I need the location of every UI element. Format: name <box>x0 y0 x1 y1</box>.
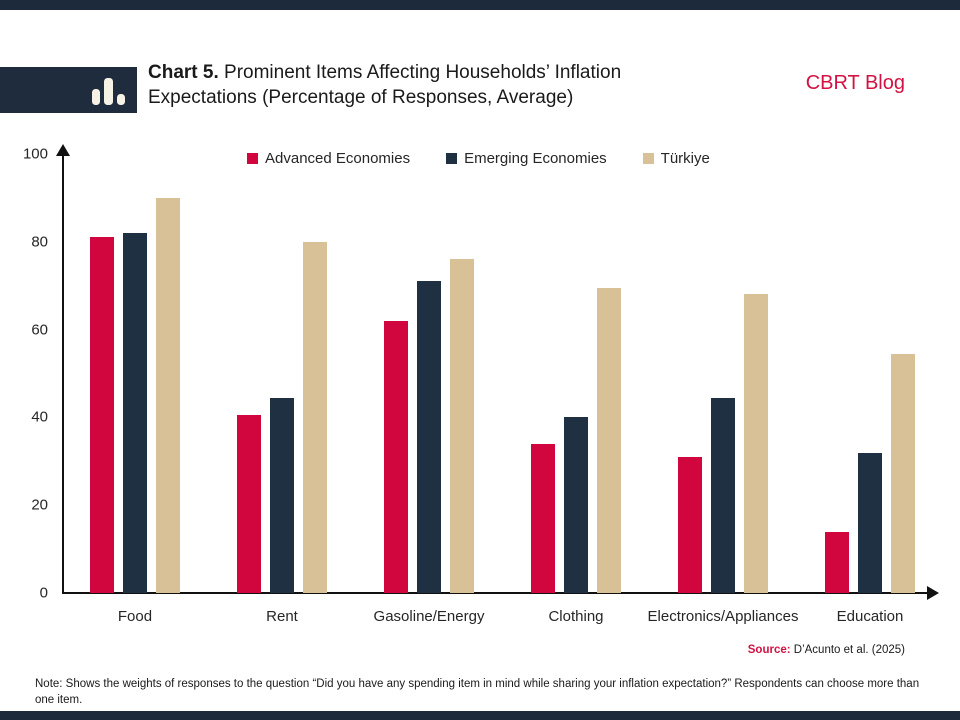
source-text: D’Acunto et al. (2025) <box>790 644 905 656</box>
bottom-edge-bar <box>0 711 960 720</box>
bar <box>303 241 327 593</box>
bar <box>678 456 702 593</box>
bar <box>384 320 408 593</box>
chart-number: Chart 5. <box>148 62 219 83</box>
bar-group <box>825 154 915 593</box>
bar <box>744 294 768 593</box>
x-axis-line <box>62 592 928 594</box>
legend-swatch-turkiye <box>642 153 654 164</box>
y-axis-ticks: 0 20 40 60 80 100 <box>0 146 48 602</box>
x-axis-category-label: Electronics/Appliances <box>647 608 799 625</box>
brand-link[interactable]: CBRT Blog <box>805 72 905 94</box>
bar <box>564 417 588 593</box>
x-axis-labels: Food Rent Gasoline/Energy Clothing Electroni… <box>63 608 930 632</box>
plot-area <box>63 154 930 593</box>
x-axis-arrow-icon <box>927 586 939 600</box>
bar <box>156 197 180 593</box>
bar-group <box>237 154 327 593</box>
bar <box>417 281 441 593</box>
cbrt-logo <box>0 67 137 113</box>
bar <box>531 443 555 593</box>
y-tick-label: 0 <box>39 584 48 602</box>
legend-label-turkiye: Türkiye <box>660 150 710 167</box>
y-axis-arrow-icon <box>56 144 70 156</box>
bar <box>237 415 261 593</box>
bar <box>270 397 294 593</box>
source-label: Source: <box>747 644 791 656</box>
legend-item-advanced: Advanced Economies <box>247 150 410 167</box>
bar-chart-icon <box>92 78 125 105</box>
bar-group <box>90 154 180 593</box>
legend-label-advanced: Advanced Economies <box>265 150 411 167</box>
y-tick-label: 80 <box>31 233 48 251</box>
footnote: Note: Shows the weights of responses to … <box>35 678 920 706</box>
bar <box>123 233 147 593</box>
chart-title: Chart 5. Prominent Items Affecting House… <box>148 60 678 110</box>
bar-group <box>678 154 768 593</box>
bar <box>90 237 114 593</box>
legend-swatch-emerging <box>446 153 458 164</box>
y-tick-label: 60 <box>31 321 48 339</box>
y-tick-label: 100 <box>22 145 48 163</box>
chart-title-text: Prominent Items Affecting Households’ In… <box>148 62 622 108</box>
x-axis-category-label: Clothing <box>548 608 604 625</box>
bar <box>825 531 849 593</box>
legend-item-emerging: Emerging Economies <box>446 150 607 167</box>
bar <box>711 397 735 593</box>
bar <box>597 287 621 593</box>
x-axis-category-label: Education <box>836 608 904 625</box>
x-axis-category-label: Rent <box>266 608 298 625</box>
x-axis-category-label: Gasoline/Energy <box>373 608 485 625</box>
y-axis-line <box>62 153 64 593</box>
bar-group <box>531 154 621 593</box>
x-axis-category-label: Food <box>117 608 153 625</box>
top-edge-bar <box>0 0 960 10</box>
bar-group <box>384 154 474 593</box>
bar <box>450 259 474 593</box>
bar <box>891 353 915 593</box>
source-line: Source: D’Acunto et al. (2025) <box>748 644 905 656</box>
y-tick-label: 40 <box>31 408 48 426</box>
legend-swatch-advanced <box>247 153 258 164</box>
legend-label-emerging: Emerging Economies <box>464 150 607 167</box>
y-tick-label: 20 <box>31 496 48 514</box>
chart-legend: Advanced Economies Emerging Economies Tü… <box>247 150 710 167</box>
bar <box>858 452 882 593</box>
legend-item-turkiye: Türkiye <box>642 150 710 167</box>
